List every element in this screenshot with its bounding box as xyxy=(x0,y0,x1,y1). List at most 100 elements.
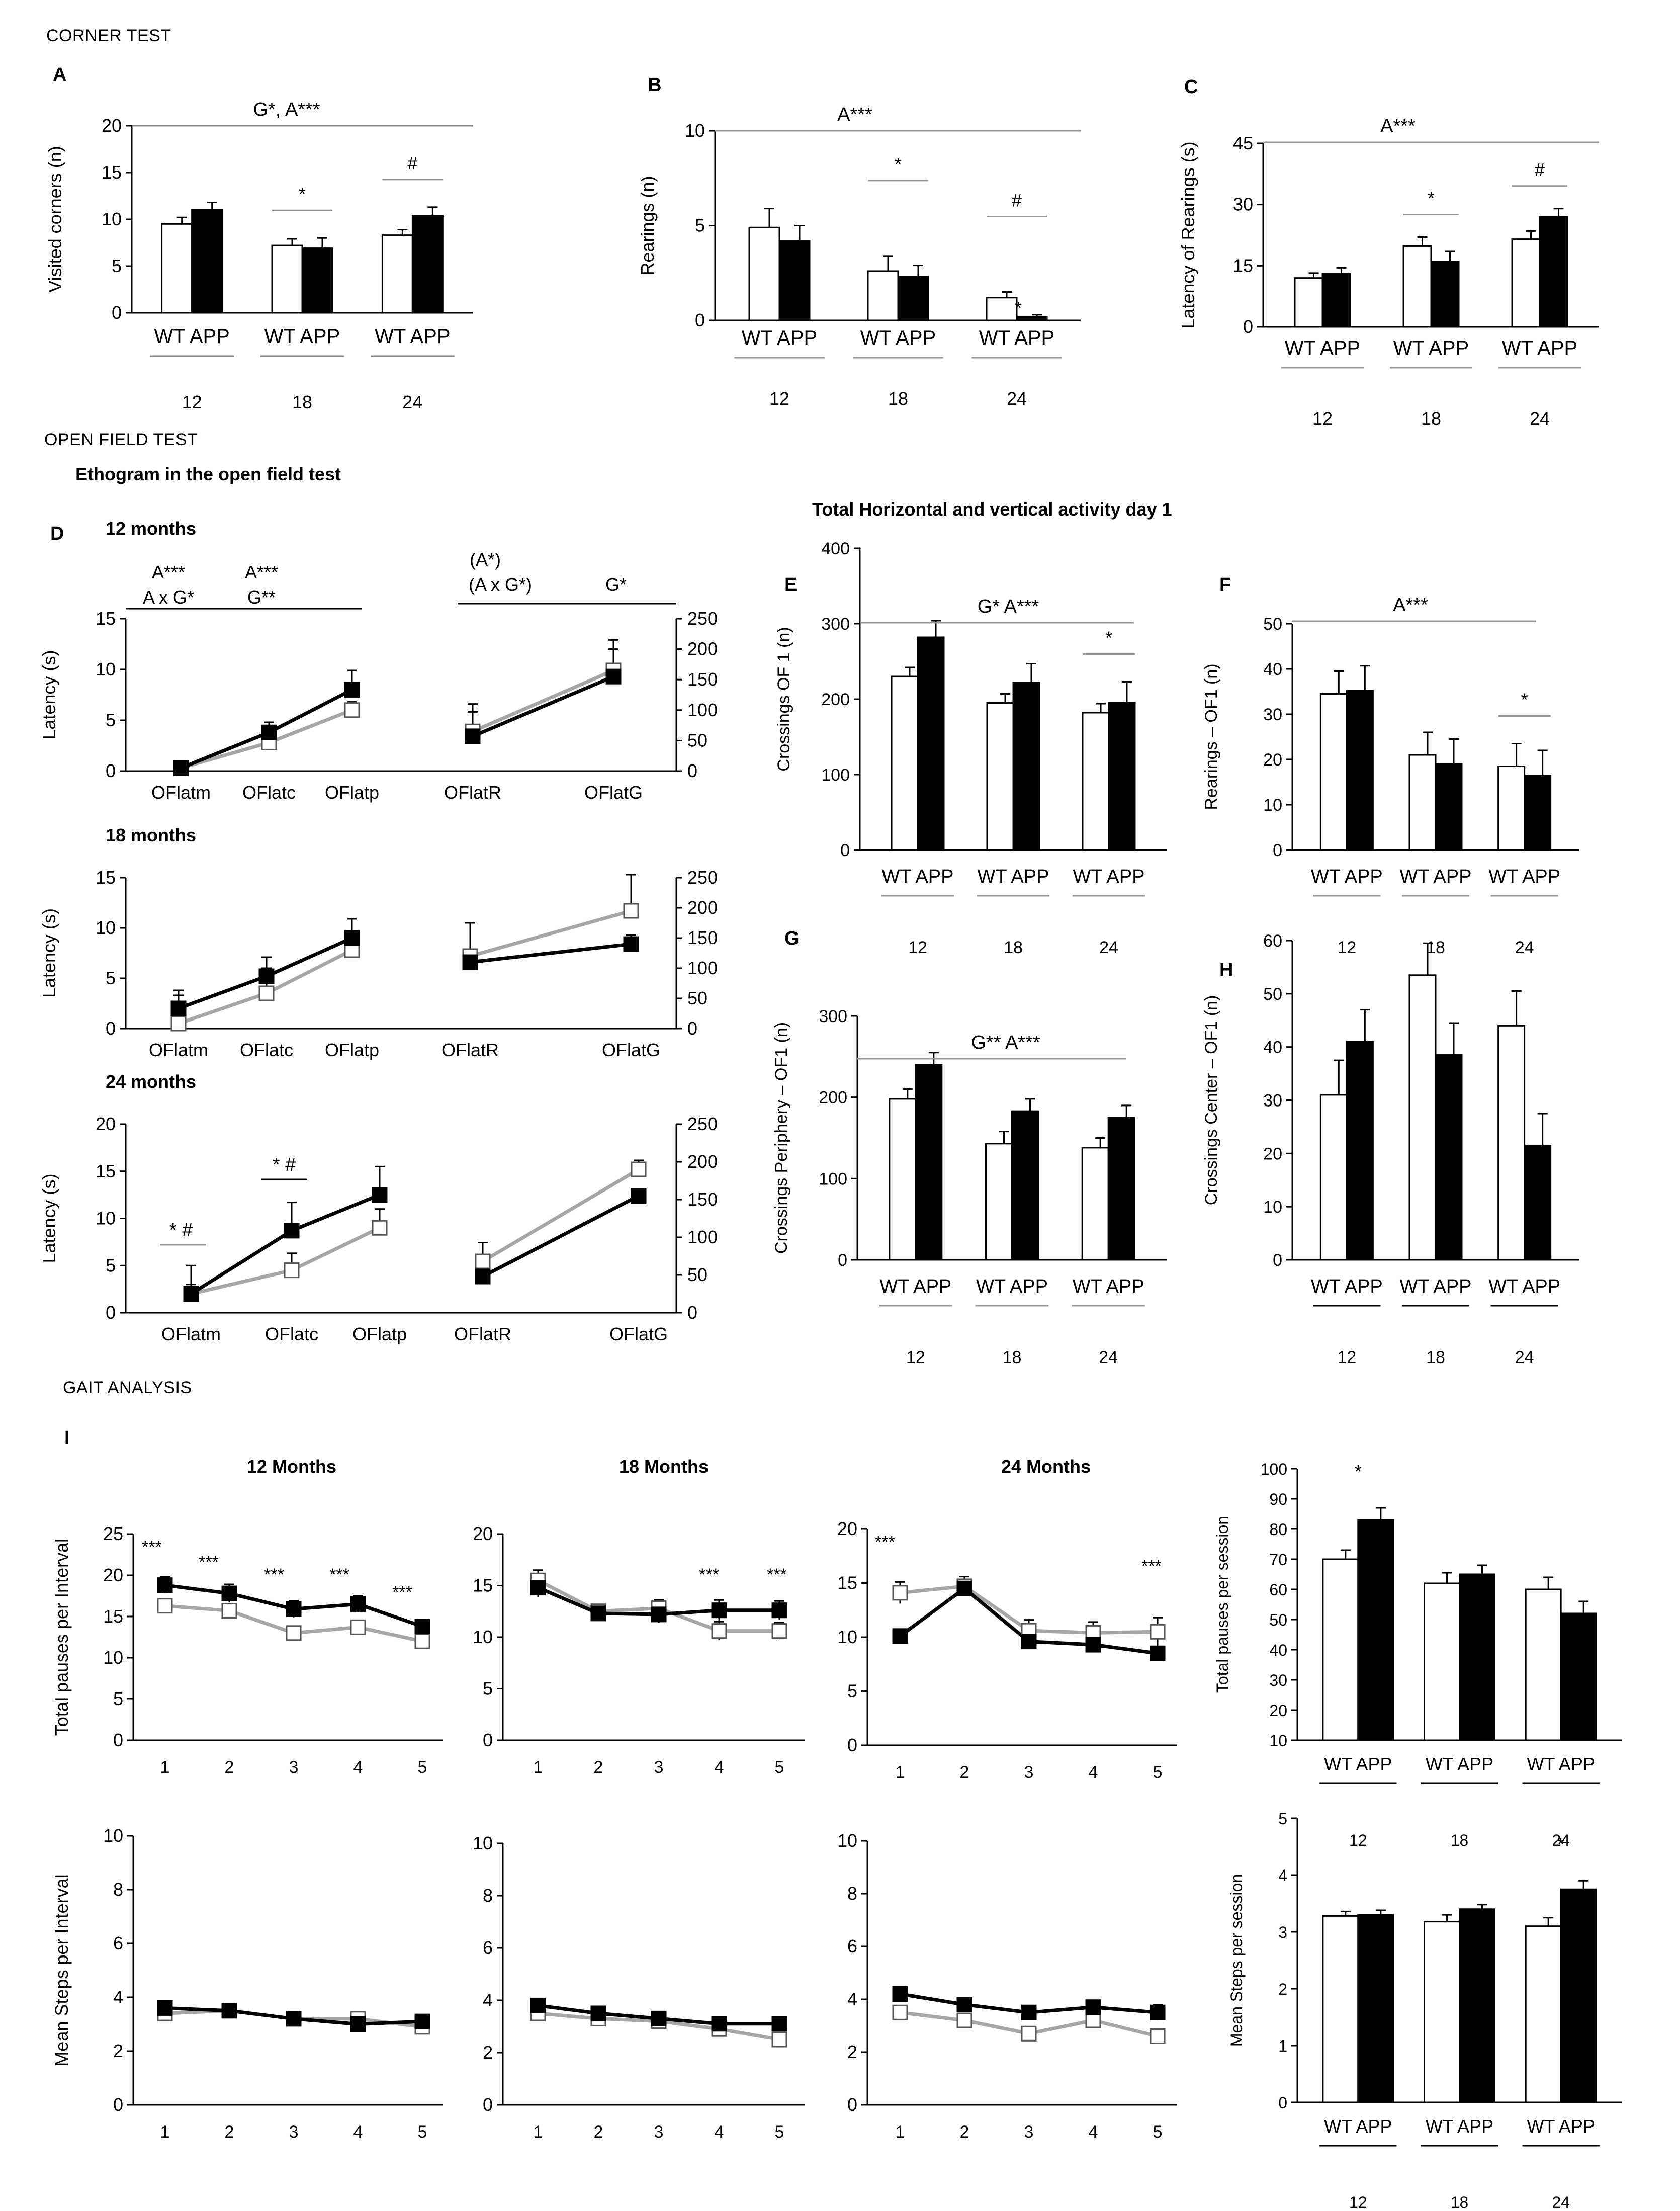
total-activity-title: Total Horizontal and vertical activity d… xyxy=(812,499,1172,520)
g-bar-wt xyxy=(985,1143,1013,1261)
i-pauses-24-y-tick-label: 10 xyxy=(837,1627,857,1647)
h-y-tick-label: 0 xyxy=(1273,1251,1282,1270)
b-group-label: WT APP xyxy=(860,327,936,349)
d-12-y-tick-label: 10 xyxy=(96,659,116,679)
g-top-annotation: G** A*** xyxy=(971,1032,1040,1053)
d-24-y2-tick-label: 50 xyxy=(687,1264,708,1285)
c-group-label: WT APP xyxy=(1393,337,1469,359)
i-steps-24-y-tick-label: 8 xyxy=(847,1883,857,1904)
i-steps-18-x-tick-label: 3 xyxy=(654,2122,664,2142)
i-steps-24-y-tick-label: 10 xyxy=(837,1830,857,1851)
g-group-age: 18 xyxy=(1003,1348,1022,1367)
i-pauses-24-x-tick-label: 3 xyxy=(1024,1763,1034,1782)
i-pauses-session-group-age: 12 xyxy=(1349,1831,1367,1849)
i-steps-24-marker-app xyxy=(1085,1999,1101,2015)
i-pauses-session-bar-app xyxy=(1560,1612,1597,1741)
i-pauses-session-y-tick-label: 90 xyxy=(1269,1490,1287,1508)
g-bar-app xyxy=(1011,1110,1039,1261)
c-bar-app xyxy=(1430,261,1460,328)
i-steps-12-y-tick-label: 2 xyxy=(113,2040,123,2061)
i-pauses-18-marker-wt xyxy=(711,1623,727,1639)
c-y-tick-label: 30 xyxy=(1233,194,1253,215)
i-pauses-12-marker-app xyxy=(157,1577,173,1593)
i-pauses-24-marker-app xyxy=(892,1628,908,1644)
d-title-18-months: 18 months xyxy=(106,825,197,845)
c-bar-app xyxy=(1539,216,1568,328)
d-12-y-tick-label: 5 xyxy=(106,710,116,730)
g-group-label: WT APP xyxy=(976,1276,1048,1297)
d-24-line-app xyxy=(190,1193,381,1296)
i-pauses-18-marker-wt xyxy=(771,1623,787,1639)
d-18-y-tick-label: 5 xyxy=(106,968,116,988)
b-y-tick-label: 10 xyxy=(685,120,705,141)
i-pauses-12-y-tick-label: 0 xyxy=(113,1730,123,1750)
i-steps-18-y-tick-label: 10 xyxy=(473,1833,493,1853)
b-bar-wt xyxy=(748,226,780,321)
d-24-y2-tick-label: 250 xyxy=(687,1114,718,1134)
a-sig-annotation: # xyxy=(407,153,417,174)
i-steps-18-marker-app xyxy=(771,2016,787,2032)
i-steps-12-marker-app xyxy=(414,2013,430,2029)
i-pauses-12-sig: *** xyxy=(392,1583,412,1602)
a-y-tick-label: 5 xyxy=(112,256,122,276)
a-y-tick-label: 20 xyxy=(102,115,122,136)
b-bar-app xyxy=(778,240,811,321)
d-24-marker-app xyxy=(631,1188,647,1204)
i-steps-session-y-tick-label: 0 xyxy=(1278,2094,1287,2112)
d-12-annotation: A*** xyxy=(152,562,185,582)
d-18-y2-tick-label: 50 xyxy=(687,988,708,1008)
d-18-y-tick-label: 0 xyxy=(106,1018,116,1039)
h-y-tick-label: 30 xyxy=(1263,1091,1282,1111)
i-steps-24-x-tick-label: 3 xyxy=(1024,2122,1034,2142)
i-pauses-18-x-tick-label: 2 xyxy=(594,1758,603,1777)
i-pauses-18-y-tick-label: 5 xyxy=(483,1678,493,1699)
d-24-x-tick-label: OFlatp xyxy=(352,1324,407,1344)
g-group-age: 24 xyxy=(1099,1348,1118,1367)
c-y-tick-label: 0 xyxy=(1243,316,1253,337)
i-pauses-18-marker-app xyxy=(651,1606,667,1623)
section-gait-analysis: GAIT ANALYSIS xyxy=(63,1378,192,1397)
i-steps-18-y-tick-label: 0 xyxy=(483,2094,493,2115)
h-bar-app xyxy=(1346,1041,1374,1261)
panel-label-e: E xyxy=(784,574,798,596)
i-pauses-12-marker-wt xyxy=(414,1633,430,1649)
e-y-tick-label: 300 xyxy=(821,615,850,634)
i-pauses-12-marker-app xyxy=(221,1585,237,1601)
i-steps-18-y-tick-label: 8 xyxy=(483,1885,493,1906)
d-24-annotation: * # xyxy=(273,1154,296,1175)
b-group-age: 24 xyxy=(1007,388,1027,409)
i-steps-12-x-tick-label: 5 xyxy=(418,2122,427,2142)
c-group-age: 12 xyxy=(1312,408,1333,429)
d-12-marker-wt xyxy=(344,702,360,718)
panel-label-c: C xyxy=(1184,76,1198,98)
b-top-annotation: A*** xyxy=(837,104,872,125)
e-bar-app xyxy=(917,636,945,851)
i-pauses-12-sig: *** xyxy=(329,1565,349,1584)
f-bar-wt xyxy=(1408,754,1437,851)
d-18-x-tick-label: OFlatm xyxy=(149,1040,208,1060)
i-steps-session-y-tick-label: 2 xyxy=(1278,1980,1287,1998)
d-12-y2-tick-label: 0 xyxy=(687,760,697,781)
i-pauses-session-y-tick-label: 70 xyxy=(1269,1551,1287,1569)
i-pauses-12-marker-wt xyxy=(221,1603,237,1619)
i-pauses-12-x-tick-label: 1 xyxy=(160,1758,170,1777)
d-title-24-months: 24 months xyxy=(106,1071,197,1092)
i-pauses-18-y-tick-label: 0 xyxy=(483,1730,493,1750)
h-group-label: WT APP xyxy=(1488,1276,1560,1297)
d-18-marker-app xyxy=(258,968,275,984)
b-group-label: WT APP xyxy=(742,327,817,349)
g-y-tick-label: 0 xyxy=(838,1251,847,1270)
i-steps-session-y-tick-label: 5 xyxy=(1278,1810,1287,1828)
d-24-marker-app xyxy=(183,1286,199,1302)
c-bar-wt xyxy=(1294,277,1323,328)
g-group-label: WT APP xyxy=(1073,1276,1144,1297)
d-12-y2-tick-label: 50 xyxy=(687,730,708,750)
a-y-tick-label: 10 xyxy=(102,209,122,229)
i-title-12-months: 12 Months xyxy=(246,1456,336,1477)
a-sig-annotation: * xyxy=(299,184,306,204)
c-group-label: WT APP xyxy=(1285,337,1360,359)
i-pauses-24-y-tick-label: 5 xyxy=(847,1681,857,1702)
i-steps-12-y-axis-title: Mean Steps per Interval xyxy=(51,1874,72,2066)
e-y-tick-label: 200 xyxy=(821,690,850,709)
